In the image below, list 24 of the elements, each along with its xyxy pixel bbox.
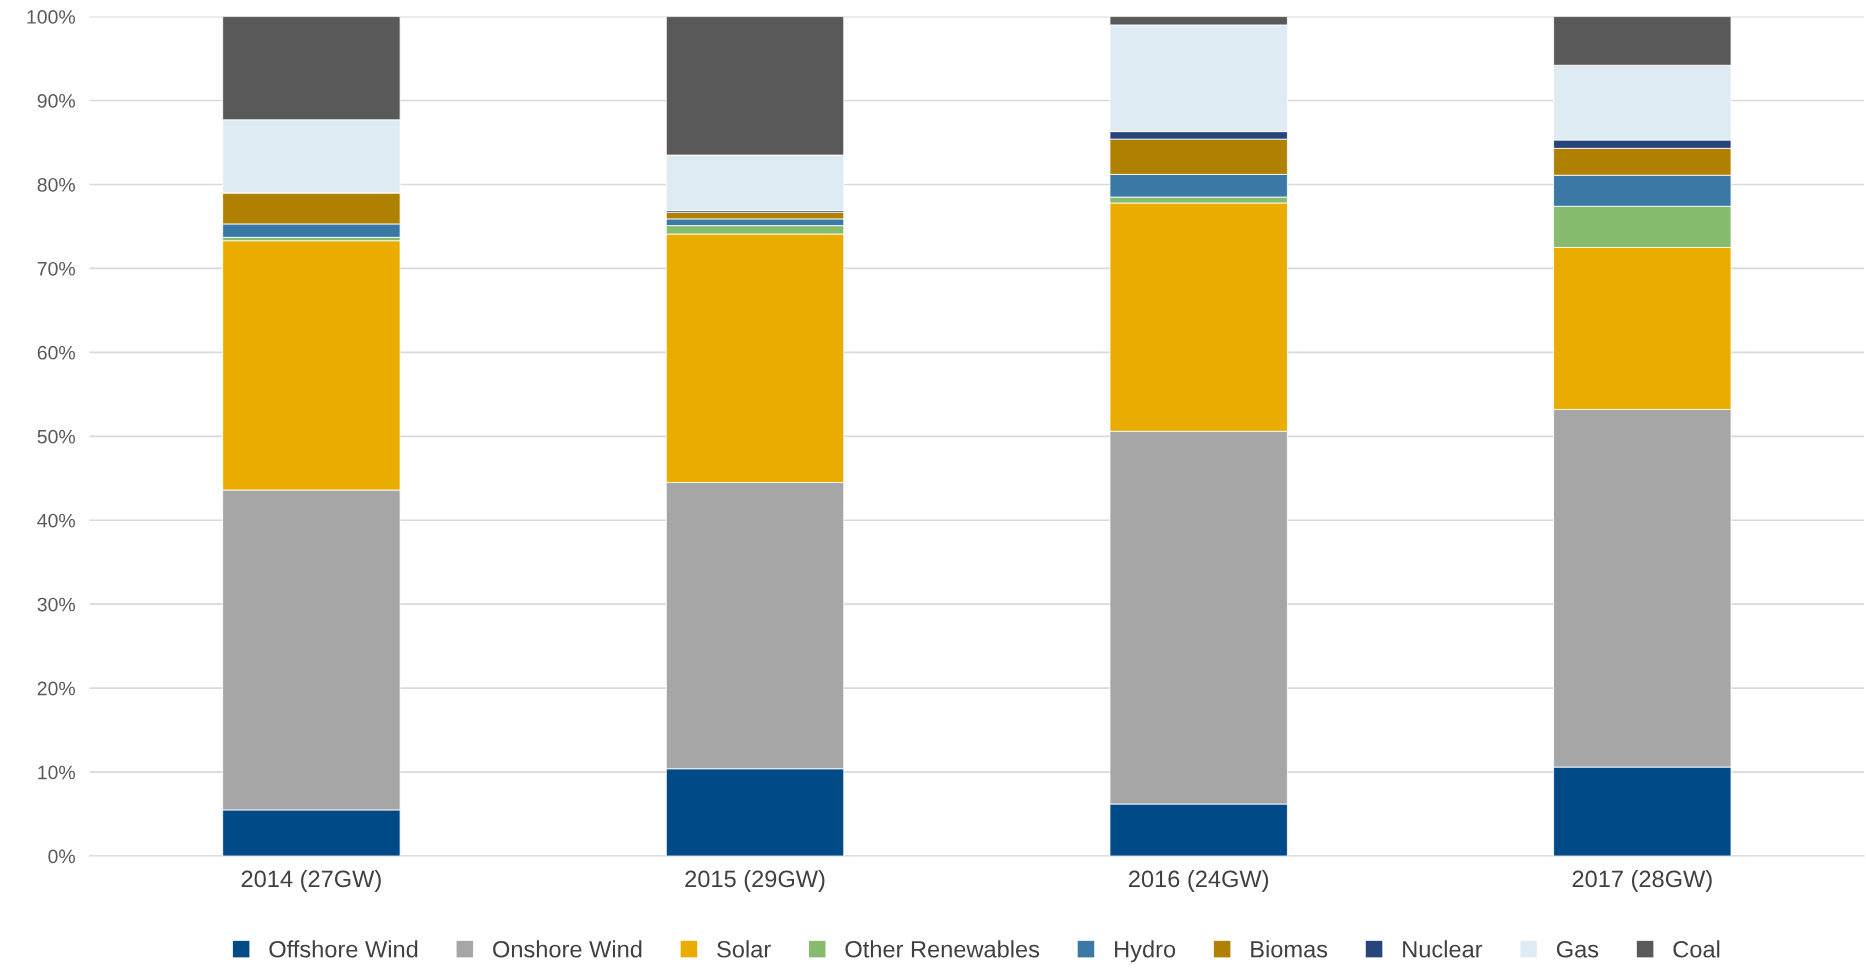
y-tick-label: 20% [37,681,75,696]
legend-label: Solar [717,940,771,958]
legend-label: Biomas [1251,940,1328,958]
y-tick-label: 100% [27,10,75,24]
legend-label: Coal [1673,940,1720,958]
legend-label: Onshore Wind [493,940,642,958]
legend-label: Other Renewables [845,940,1040,958]
y-tick-label: 50% [37,429,75,444]
y-tick-label: 60% [37,345,75,360]
legend-label: Nuclear [1403,940,1483,958]
x-tick-label: 2016 (24GW) [1129,869,1269,892]
y-tick-label: 0% [48,849,75,864]
y-tick-label: 10% [38,765,75,780]
x-tick-label: 2014 (27GW) [241,869,381,892]
y-tick-label: 80% [37,177,75,192]
legend-label: Gas [1556,940,1599,958]
x-tick-label: 2017 (28GW) [1572,869,1712,892]
y-tick-label: 90% [37,93,75,108]
y-tick-label: 70% [37,261,75,276]
y-tick-label: 30% [37,597,75,612]
x-tick-label: 2015 (29GW) [685,869,825,892]
legend-label: Hydro [1115,940,1176,963]
legend-label: Offshore Wind [269,940,418,958]
y-tick-label: 40% [37,513,75,528]
